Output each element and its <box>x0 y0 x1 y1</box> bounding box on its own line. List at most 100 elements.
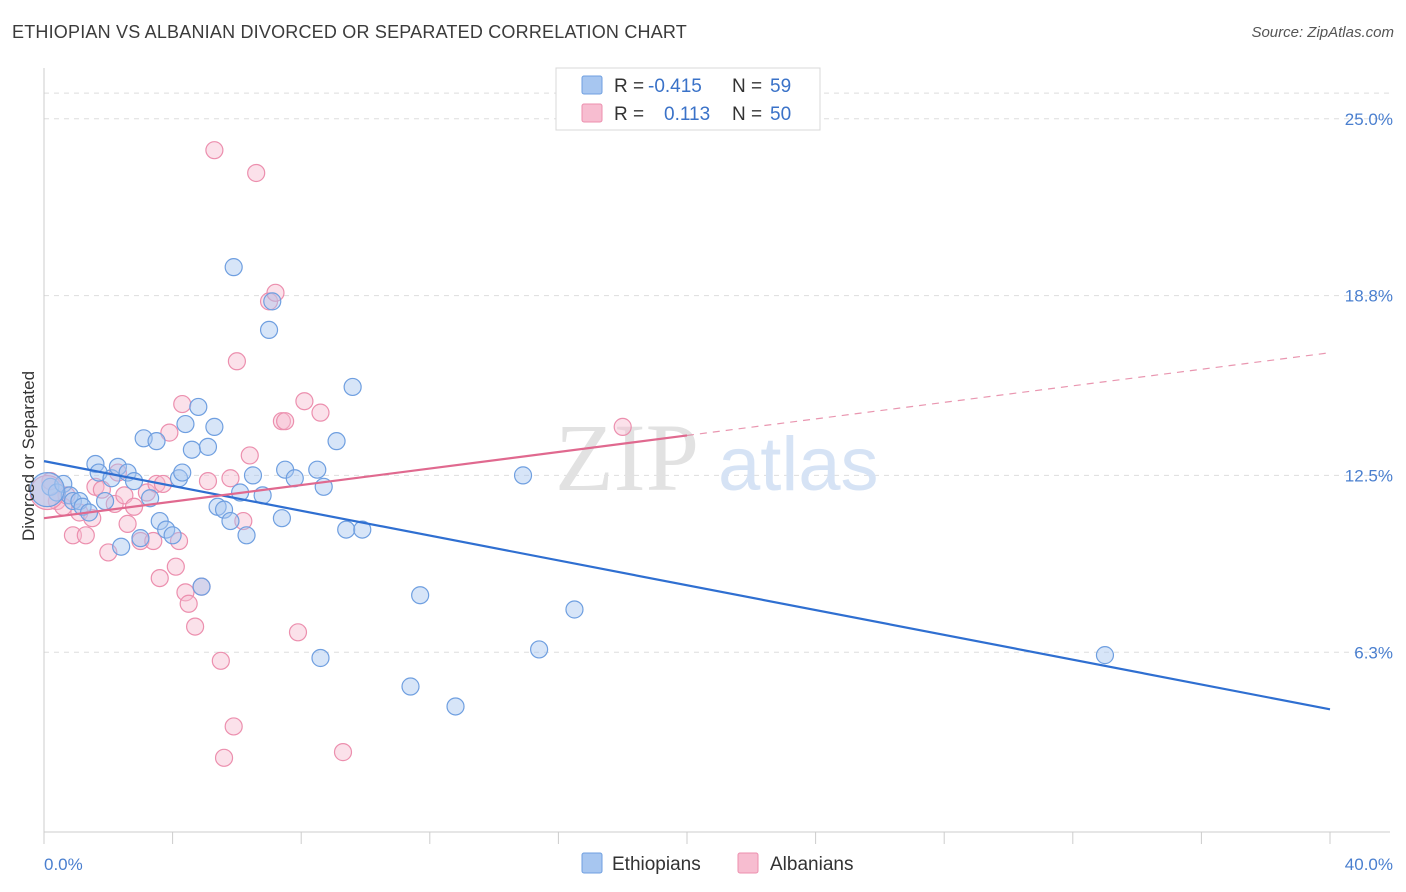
data-point-albanians <box>613 417 632 436</box>
data-point-albanians <box>63 526 83 545</box>
data-point-albanians <box>240 446 259 465</box>
y-tick-label: 18.8% <box>1345 287 1393 306</box>
data-point-albanians <box>205 141 224 160</box>
data-point-albanians <box>186 617 205 636</box>
data-point-albanians <box>234 511 253 531</box>
data-point-ethiopians <box>353 520 372 539</box>
data-point-ethiopians <box>565 600 584 619</box>
data-point-ethiopians <box>311 648 330 668</box>
gridlines <box>44 92 1390 653</box>
bottom-legend: Ethiopians Albanians <box>581 852 853 875</box>
series-ethiopians <box>29 258 1115 716</box>
data-point-albanians <box>166 557 185 576</box>
data-point-ethiopians <box>308 460 327 479</box>
y-axis-label: Divorced or Separated <box>19 371 38 541</box>
data-point-albanians <box>198 472 218 491</box>
data-point-ethiopians <box>182 440 201 459</box>
data-point-ethiopians <box>513 466 533 485</box>
trend-line-ethiopians <box>43 460 1331 711</box>
legend-n-value: 50 <box>770 104 791 125</box>
data-point-ethiopians <box>163 526 182 545</box>
legend-n-value: 59 <box>770 76 791 97</box>
data-point-ethiopians <box>198 437 218 456</box>
data-point-albanians <box>333 743 353 762</box>
data-point-ethiopians <box>189 397 208 417</box>
y-tick-label: 25.0% <box>1345 110 1393 129</box>
data-point-albanians <box>76 526 95 545</box>
x-tick-label: 40.0% <box>1345 855 1393 874</box>
data-point-ethiopians <box>446 697 465 716</box>
data-point-ethiopians <box>530 640 549 659</box>
data-point-albanians <box>214 748 234 767</box>
data-point-ethiopians <box>221 511 240 531</box>
data-point-albanians <box>211 651 230 670</box>
watermark-zip: ZIP <box>555 404 699 511</box>
data-point-albanians <box>247 163 266 183</box>
bottom-legend-swatch-albanians <box>737 852 759 874</box>
data-point-albanians <box>276 412 295 431</box>
legend-r-label: R = <box>614 76 644 97</box>
data-point-ethiopians <box>327 432 346 451</box>
data-point-ethiopians <box>95 491 115 511</box>
legend-r-value: 0.113 <box>664 104 710 125</box>
data-point-albanians <box>179 594 198 613</box>
data-point-ethiopians <box>259 320 279 340</box>
data-point-albanians <box>176 583 195 602</box>
data-point-ethiopians <box>131 529 150 548</box>
data-point-albanians <box>227 352 246 371</box>
watermark-atlas: atlas <box>718 422 879 507</box>
data-point-albanians <box>311 403 330 422</box>
data-point-ethiopians <box>337 520 356 539</box>
chart-title: ETHIOPIAN VS ALBANIAN DIVORCED OR SEPARA… <box>12 22 687 42</box>
legend-n-label: N = <box>732 104 762 125</box>
data-point-ethiopians <box>237 526 256 545</box>
data-point-albanians <box>118 514 137 533</box>
x-tick-labels: 0.0% 40.0% <box>44 855 1393 874</box>
data-point-ethiopians <box>176 414 195 434</box>
data-point-ethiopians <box>63 491 83 511</box>
data-point-ethiopians <box>272 509 292 528</box>
data-point-ethiopians <box>29 472 65 508</box>
legend-n-label: N = <box>732 76 762 97</box>
data-point-ethiopians <box>263 292 282 311</box>
legend-swatch-albanians <box>581 103 603 123</box>
data-point-ethiopians <box>205 417 224 436</box>
source-label: Source: ZipAtlas.com <box>1251 24 1394 41</box>
data-point-ethiopians <box>112 537 131 556</box>
data-point-albanians <box>160 423 179 442</box>
data-point-albanians <box>288 623 308 642</box>
bottom-legend-swatch-ethiopians <box>581 852 603 874</box>
data-point-ethiopians <box>214 500 234 519</box>
data-point-albanians <box>150 568 169 588</box>
watermark: ZIP atlas <box>555 404 879 511</box>
data-point-albanians <box>224 717 243 736</box>
legend-swatch-ethiopians <box>581 75 603 95</box>
data-point-ethiopians <box>124 472 144 491</box>
y-tick-label: 12.5% <box>1345 466 1393 485</box>
trend-line-albanians-projection <box>686 352 1331 437</box>
data-point-albanians <box>221 469 240 488</box>
data-point-albanians <box>295 392 314 411</box>
data-point-ethiopians <box>411 586 430 605</box>
data-point-ethiopians <box>140 489 160 508</box>
series-albanians <box>29 141 632 767</box>
x-tick-label: 0.0% <box>44 855 83 874</box>
trend-lines <box>43 352 1331 711</box>
bottom-legend-albanians: Albanians <box>770 854 853 875</box>
y-tick-label: 6.3% <box>1354 643 1393 662</box>
bottom-legend-ethiopians: Ethiopians <box>612 854 701 875</box>
data-point-ethiopians <box>173 463 192 482</box>
data-point-ethiopians <box>243 466 263 485</box>
data-point-ethiopians <box>224 258 243 277</box>
data-point-ethiopians <box>192 577 211 596</box>
data-point-ethiopians <box>401 677 420 696</box>
legend-r-label: R = <box>614 104 644 125</box>
legend: R = -0.415 N = 59 R = 0.113 N = 50 <box>555 67 821 131</box>
y-tick-labels: 6.3% 12.5% 18.8% 25.0% <box>1345 110 1393 662</box>
data-point-ethiopians <box>147 432 166 451</box>
axes <box>43 68 1390 844</box>
legend-r-value: -0.415 <box>648 76 702 97</box>
trend-line-albanians <box>43 434 688 520</box>
data-point-ethiopians <box>1095 646 1115 665</box>
